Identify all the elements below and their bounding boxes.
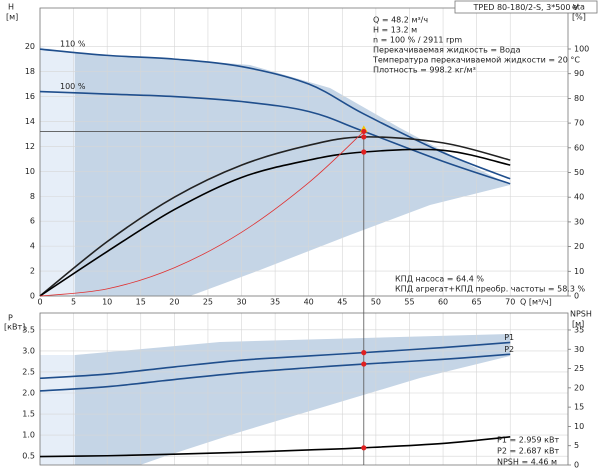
shading: [40, 47, 510, 465]
y2-axis-unit: [м]: [572, 320, 584, 329]
op-marker: [361, 149, 367, 155]
info: КПД агрегат+КПД преобр. частоты = 58.3 %: [395, 285, 585, 294]
y-axis-label: H: [8, 3, 14, 12]
y-axis-unit: [кВт]: [4, 323, 25, 332]
y-tick-label: 1.5: [22, 410, 35, 419]
x-tick-label: 55: [404, 298, 414, 307]
title-box: [454, 0, 598, 14]
y2-tick-label: 15: [574, 403, 584, 412]
curve: [39, 353, 511, 392]
x-tick-label: 50: [371, 298, 381, 307]
info: H = 13.2 м: [373, 26, 417, 35]
y2-tick-label: 20: [574, 242, 584, 251]
grid: [39, 8, 568, 465]
y2-tick-label: 50: [574, 168, 584, 177]
curve: [39, 90, 511, 185]
curve: [39, 341, 511, 380]
y2-tick-label: 0: [574, 292, 579, 301]
y2-tick-label: 100: [574, 45, 589, 54]
x-tick-label: 70: [505, 298, 515, 307]
y2-tick-label: 70: [574, 119, 584, 128]
y-tick-label: 10: [25, 167, 35, 176]
x-axis-label: Q [м³/ч]: [520, 298, 552, 307]
curve-label: P2: [504, 345, 514, 354]
x-tick-label: 35: [270, 298, 280, 307]
info: Перекачиваемая жидкость = Вода: [373, 46, 521, 55]
curve: [39, 148, 511, 297]
y-tick-label: 3.5: [22, 325, 35, 334]
info: n = 100 % / 2911 rpm: [373, 36, 462, 45]
y2-tick-label: 5: [574, 441, 579, 450]
op-marker: [361, 350, 367, 356]
info: Плотность = 998.2 кг/м³: [373, 66, 476, 75]
y2-tick-label: 60: [574, 143, 584, 152]
op-marker: [361, 361, 367, 367]
y2-tick-label: 25: [574, 364, 584, 373]
y-tick-label: 18: [25, 67, 35, 76]
curve: [39, 131, 365, 297]
y-tick-label: 4: [30, 242, 35, 251]
y2-axis-label: NPSH: [570, 310, 592, 319]
y2-tick-label: 10: [574, 267, 584, 276]
y-tick-label: 3.0: [22, 346, 35, 355]
x-tick-label: 65: [472, 298, 482, 307]
y2-tick-label: 10: [574, 422, 584, 431]
y2-tick-label: 0: [574, 461, 579, 470]
plot-frame: [39, 7, 569, 297]
x-tick-label: 60: [438, 298, 448, 307]
y-tick-label: 2.0: [22, 389, 35, 398]
y2-tick-label: 80: [574, 94, 584, 103]
shade-area: [75, 53, 510, 296]
curve: [39, 436, 511, 458]
y-axis-label: P: [8, 314, 13, 323]
y2-axis-label: eta: [572, 3, 585, 12]
x-tick-label: 30: [236, 298, 246, 307]
info: Q = 48.2 м³/ч: [373, 16, 428, 25]
y2-tick-label: 20: [574, 383, 584, 392]
x-tick-label: 45: [337, 298, 347, 307]
y-tick-label: 20: [25, 42, 35, 51]
y2-tick-label: 40: [574, 193, 584, 202]
x-tick-label: 25: [203, 298, 213, 307]
y2-tick-label: 35: [574, 325, 584, 334]
x-tick-label: 15: [136, 298, 146, 307]
y2-tick-label: 30: [574, 345, 584, 354]
y2-axis-unit: [%]: [572, 13, 586, 22]
info: P1 = 2.959 кВт: [497, 436, 559, 445]
shade-area: [75, 334, 510, 465]
op-marker: [361, 134, 367, 140]
shade-light: [40, 355, 75, 465]
curve-label: P1: [504, 333, 514, 342]
info: КПД насоса = 64.4 %: [395, 275, 484, 284]
info: Температура перекачиваемой жидкости = 20…: [372, 56, 580, 65]
op-marker: [361, 445, 367, 451]
y-tick-label: 14: [25, 117, 35, 126]
x-tick-label: 40: [304, 298, 314, 307]
info: NPSH = 4.46 м: [497, 458, 557, 467]
y-tick-label: 0: [30, 292, 35, 301]
y-tick-label: 8: [30, 192, 35, 201]
x-tick-label: 10: [102, 298, 112, 307]
y-tick-label: 1.0: [22, 431, 35, 440]
y-tick-label: 12: [25, 142, 35, 151]
info: P2 = 2.687 кВт: [497, 447, 559, 456]
y-tick-label: 6: [30, 217, 35, 226]
curve: [39, 136, 511, 297]
y2-tick-label: 30: [574, 217, 584, 226]
x-tick-label: 5: [71, 298, 76, 307]
op-marker: [361, 128, 367, 135]
plot-frame: [39, 312, 569, 466]
y-tick-label: 2.5: [22, 367, 35, 376]
chart-title: TPED 80-180/2-S, 3*500 V: [472, 3, 579, 12]
x-tick-label: 0: [37, 298, 42, 307]
y-tick-label: 2: [30, 267, 35, 276]
y-tick-label: 0.5: [22, 452, 35, 461]
y-tick-label: 16: [25, 92, 35, 101]
curve-label: 110 %: [60, 40, 86, 49]
y2-tick-label: 90: [574, 69, 584, 78]
curve-label: 100 %: [60, 82, 86, 91]
y-axis-unit: [м]: [6, 13, 18, 22]
x-tick-label: 20: [169, 298, 179, 307]
